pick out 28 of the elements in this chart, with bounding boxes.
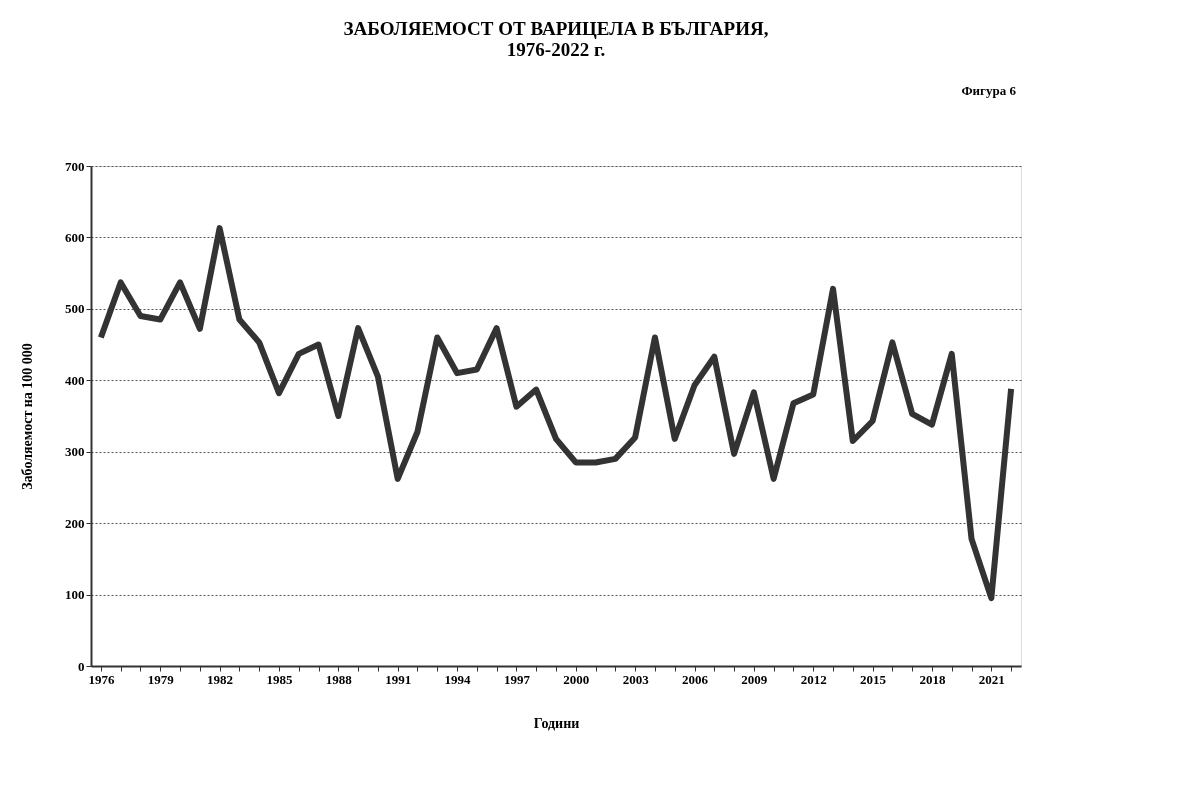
x-tick-label: 1985	[266, 671, 293, 687]
x-tick-label: 2000	[563, 671, 590, 687]
x-tick-label: 1979	[147, 671, 175, 687]
y-tick-label: 700	[65, 158, 85, 174]
x-tick-label: 1991	[385, 671, 412, 687]
y-tick-label: 400	[65, 372, 85, 388]
y-tick-label: 300	[65, 444, 85, 460]
text: Фигура 6	[961, 83, 1017, 98]
x-tick-label: 2006	[682, 671, 709, 687]
x-tick-label: 2009	[741, 671, 768, 687]
y-tick-label: 200	[65, 515, 85, 531]
x-tick-label: 1982	[207, 671, 234, 687]
x-axis-title: Години	[533, 715, 580, 731]
y-tick-label: 100	[65, 587, 85, 603]
y-tick-label: 600	[65, 229, 85, 245]
y-axis-title: Заболяемост на 100 000	[20, 343, 35, 490]
x-tick-label: 1994	[444, 671, 472, 687]
y-tick-label: 500	[65, 301, 85, 317]
x-tick-label: 2018	[919, 671, 946, 687]
y-tick-label: 0	[78, 658, 85, 674]
x-tick-label: 1988	[325, 671, 353, 687]
x-tick-label: 1976	[88, 671, 115, 687]
x-tick-label: 2021	[978, 671, 1005, 687]
x-tick-label: 2012	[800, 671, 827, 687]
x-tick-label: 2015	[860, 671, 887, 687]
x-tick-label: 2003	[622, 671, 650, 687]
chart-title: ЗАБОЛЯЕМОСТ ОТ ВАРИЦЕЛА В БЪЛГАРИЯ, 1976-2022 г.	[343, 18, 769, 60]
x-tick-label: 1997	[503, 671, 531, 687]
